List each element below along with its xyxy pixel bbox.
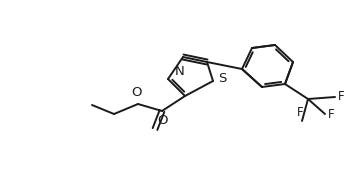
Text: S: S <box>218 71 226 84</box>
Text: O: O <box>131 86 141 99</box>
Text: O: O <box>157 114 168 127</box>
Text: F: F <box>297 106 303 119</box>
Text: F: F <box>338 91 345 103</box>
Text: F: F <box>328 107 334 120</box>
Text: N: N <box>175 65 185 78</box>
